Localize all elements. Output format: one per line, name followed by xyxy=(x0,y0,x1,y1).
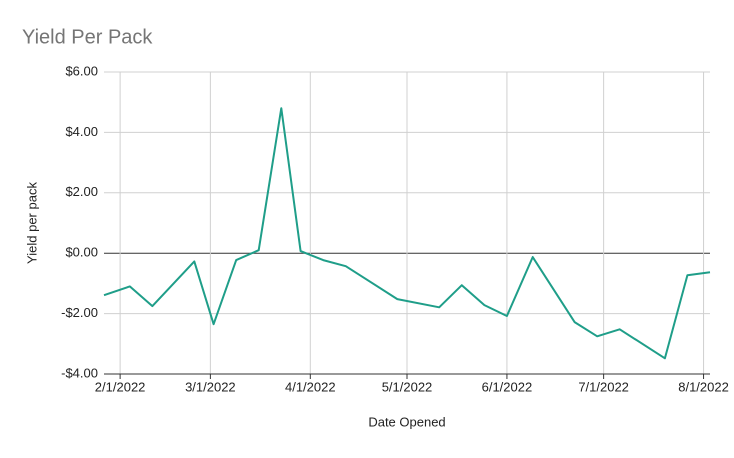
x-tick-label: 7/1/2022 xyxy=(578,379,629,394)
x-tick-label: 5/1/2022 xyxy=(382,379,433,394)
data-line xyxy=(103,107,711,360)
y-axis-label: Yield per pack xyxy=(24,182,39,264)
y-tick-label: -$4.00 xyxy=(61,365,98,380)
y-tick-label: $0.00 xyxy=(65,245,98,260)
y-tick-label: -$2.00 xyxy=(61,305,98,320)
y-tick-label: $4.00 xyxy=(65,124,98,139)
x-tick-label: 6/1/2022 xyxy=(482,379,533,394)
y-tick-label: $6.00 xyxy=(65,63,98,78)
x-tick-label: 3/1/2022 xyxy=(185,379,236,394)
x-tick-label: 4/1/2022 xyxy=(285,379,336,394)
y-tick-label: $2.00 xyxy=(65,184,98,199)
x-tick-label: 8/1/2022 xyxy=(678,379,729,394)
x-axis-label: Date Opened xyxy=(368,414,445,429)
x-tick-label: 2/1/2022 xyxy=(95,379,146,394)
chart-title: Yield Per Pack xyxy=(22,26,153,48)
